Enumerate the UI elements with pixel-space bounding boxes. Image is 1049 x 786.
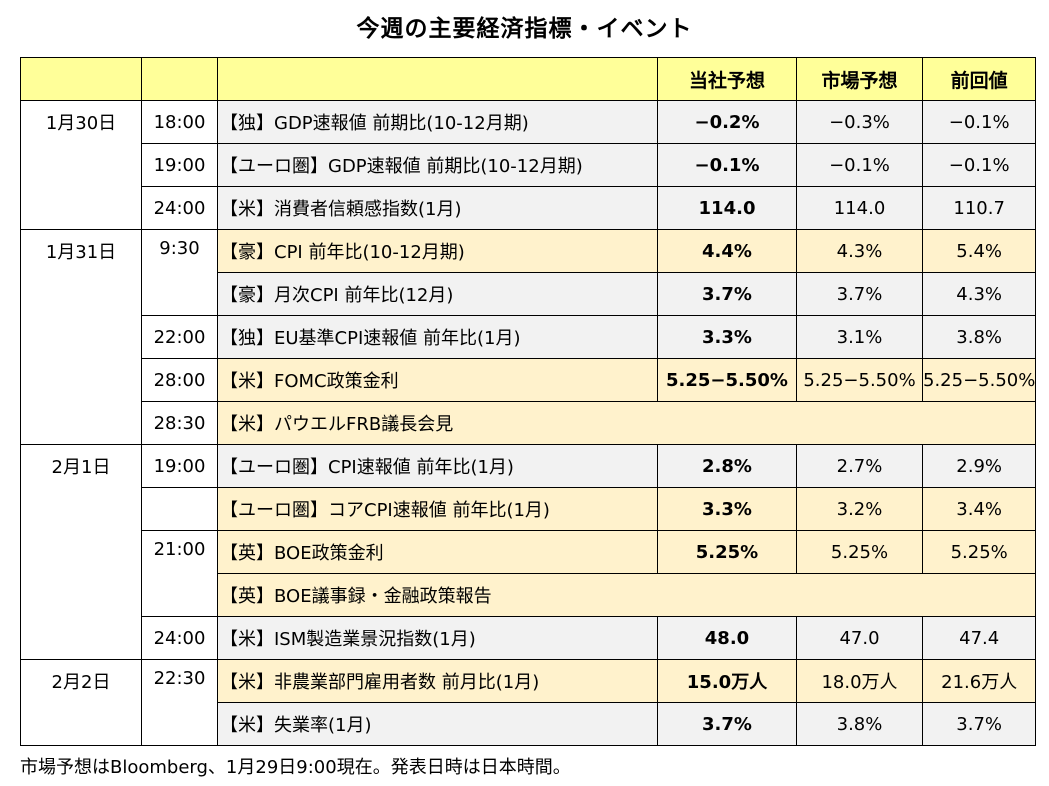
own-forecast: 3.7%: [657, 702, 797, 746]
indicator-name: 【米】非農業部門雇用者数 前月比(1月): [217, 659, 658, 703]
market-forecast: −0.1%: [796, 143, 923, 187]
own-forecast: −0.1%: [657, 143, 797, 187]
market-forecast: 18.0万人: [796, 659, 923, 703]
header-own-forecast: 当社予想: [657, 57, 797, 101]
market-forecast: 5.25%: [796, 530, 923, 574]
own-forecast: 3.3%: [657, 487, 797, 531]
time-cell: [141, 487, 218, 531]
header-market-forecast: 市場予想: [796, 57, 923, 101]
indicator-name: 【米】ISM製造業景況指数(1月): [217, 616, 658, 660]
footnote: 市場予想はBloomberg、1月29日9:00現在。発表日時は日本時間。: [20, 757, 571, 778]
previous-value: 3.7%: [921, 702, 1037, 746]
previous-value: 3.8%: [921, 315, 1037, 359]
time-cell: 24:00: [141, 616, 218, 660]
previous-value: 5.25%: [921, 530, 1037, 574]
own-forecast: 114.0: [657, 186, 797, 230]
header-name-cell: [217, 57, 658, 101]
header-time-cell: [141, 57, 218, 101]
indicator-name: 【独】EU基準CPI速報値 前年比(1月): [217, 315, 658, 359]
event-name: 【米】パウエルFRB議長会見: [216, 401, 1037, 445]
date-cell: 1月30日: [20, 100, 142, 230]
table-row: 【英】BOE議事録・金融政策報告: [21, 573, 1037, 617]
previous-value: 4.3%: [921, 272, 1037, 316]
indicator-name: 【米】失業率(1月): [217, 702, 658, 746]
time-cell: 19:00: [141, 143, 218, 187]
indicator-name: 【豪】月次CPI 前年比(12月): [217, 272, 658, 316]
table-row: 21:00 【英】BOE政策金利 5.25% 5.25% 5.25%: [21, 530, 1037, 617]
previous-value: −0.1%: [921, 143, 1037, 187]
event-name: 【英】BOE議事録・金融政策報告: [216, 573, 1037, 617]
market-forecast: 2.7%: [796, 444, 923, 488]
previous-value: 2.9%: [921, 444, 1037, 488]
table-row: 【豪】月次CPI 前年比(12月) 3.7% 3.7% 4.3%: [21, 272, 1037, 316]
table-row: 28:30 【米】パウエルFRB議長会見: [21, 401, 1037, 445]
table-row: 19:00 【ユーロ圏】GDP速報値 前期比(10-12月期) −0.1% −0…: [21, 143, 1037, 187]
market-forecast: −0.3%: [796, 100, 923, 144]
own-forecast: 3.3%: [657, 315, 797, 359]
time-cell: 19:00: [141, 444, 218, 488]
previous-value: 5.25−5.50%: [921, 358, 1037, 402]
header-date-cell: [20, 57, 142, 101]
previous-value: 5.4%: [921, 229, 1037, 273]
indicator-name: 【ユーロ圏】CPI速報値 前年比(1月): [217, 444, 658, 488]
time-cell: 22:30: [141, 659, 218, 746]
own-forecast: 5.25−5.50%: [657, 358, 797, 402]
market-forecast: 5.25−5.50%: [796, 358, 923, 402]
indicator-name: 【米】消費者信頼感指数(1月): [217, 186, 658, 230]
table-header-row: 当社予想 市場予想 前回値: [20, 57, 1037, 101]
market-forecast: 4.3%: [796, 229, 923, 273]
indicator-name: 【独】GDP速報値 前期比(10-12月期): [217, 100, 658, 144]
table-row: 28:00 【米】FOMC政策金利 5.25−5.50% 5.25−5.50% …: [21, 358, 1037, 402]
time-cell: 22:00: [141, 315, 218, 359]
own-forecast: 5.25%: [657, 530, 797, 574]
time-cell: 21:00: [141, 530, 218, 617]
table-row: 1月31日 9:30 【豪】CPI 前年比(10-12月期) 4.4% 4.3%…: [20, 229, 1037, 445]
previous-value: 21.6万人: [921, 659, 1037, 703]
market-forecast: 3.1%: [796, 315, 923, 359]
time-cell: 9:30: [141, 229, 218, 316]
market-forecast: 3.7%: [796, 272, 923, 316]
date-cell: 1月31日: [20, 229, 142, 445]
table-row: 【ユーロ圏】コアCPI速報値 前年比(1月) 3.3% 3.2% 3.4%: [21, 487, 1037, 531]
date-cell: 2月1日: [20, 444, 142, 660]
market-forecast: 3.2%: [796, 487, 923, 531]
header-previous-value: 前回値: [921, 57, 1037, 101]
previous-value: 110.7: [921, 186, 1037, 230]
own-forecast: −0.2%: [657, 100, 797, 144]
previous-value: 3.4%: [921, 487, 1037, 531]
time-cell: 18:00: [141, 100, 218, 144]
table-row: 2月1日 19:00 【ユーロ圏】CPI速報値 前年比(1月) 2.8% 2.7…: [20, 444, 1037, 660]
market-forecast: 3.8%: [796, 702, 923, 746]
market-forecast: 114.0: [796, 186, 923, 230]
indicator-name: 【ユーロ圏】コアCPI速報値 前年比(1月): [217, 487, 658, 531]
time-cell: 28:30: [141, 401, 218, 445]
table-row: 22:00 【独】EU基準CPI速報値 前年比(1月) 3.3% 3.1% 3.…: [21, 315, 1037, 359]
time-cell: 24:00: [141, 186, 218, 230]
own-forecast: 2.8%: [657, 444, 797, 488]
indicator-name: 【英】BOE政策金利: [217, 530, 658, 574]
market-forecast: 47.0: [796, 616, 923, 660]
indicator-name: 【豪】CPI 前年比(10-12月期): [217, 229, 658, 273]
previous-value: −0.1%: [921, 100, 1037, 144]
indicator-name: 【米】FOMC政策金利: [217, 358, 658, 402]
table-row: 【米】失業率(1月) 3.7% 3.8% 3.7%: [21, 702, 1037, 746]
time-cell: 28:00: [141, 358, 218, 402]
table-row: 2月2日 22:30 【米】非農業部門雇用者数 前月比(1月) 15.0万人 1…: [20, 659, 1037, 746]
own-forecast: 3.7%: [657, 272, 797, 316]
own-forecast: 4.4%: [657, 229, 797, 273]
table-row: 1月30日 18:00 【独】GDP速報値 前期比(10-12月期) −0.2%…: [20, 100, 1037, 230]
own-forecast: 48.0: [657, 616, 797, 660]
indicator-table: 当社予想 市場予想 前回値 1月30日 18:00 【独】GDP速報値 前期比(…: [20, 57, 1037, 746]
indicator-name: 【ユーロ圏】GDP速報値 前期比(10-12月期): [217, 143, 658, 187]
own-forecast: 15.0万人: [657, 659, 797, 703]
date-cell: 2月2日: [20, 659, 142, 746]
table-row: 24:00 【米】ISM製造業景況指数(1月) 48.0 47.0 47.4: [21, 616, 1037, 660]
previous-value: 47.4: [921, 616, 1037, 660]
page-title: 今週の主要経済指標・イベント: [356, 16, 693, 42]
table-row: 24:00 【米】消費者信頼感指数(1月) 114.0 114.0 110.7: [21, 186, 1037, 230]
